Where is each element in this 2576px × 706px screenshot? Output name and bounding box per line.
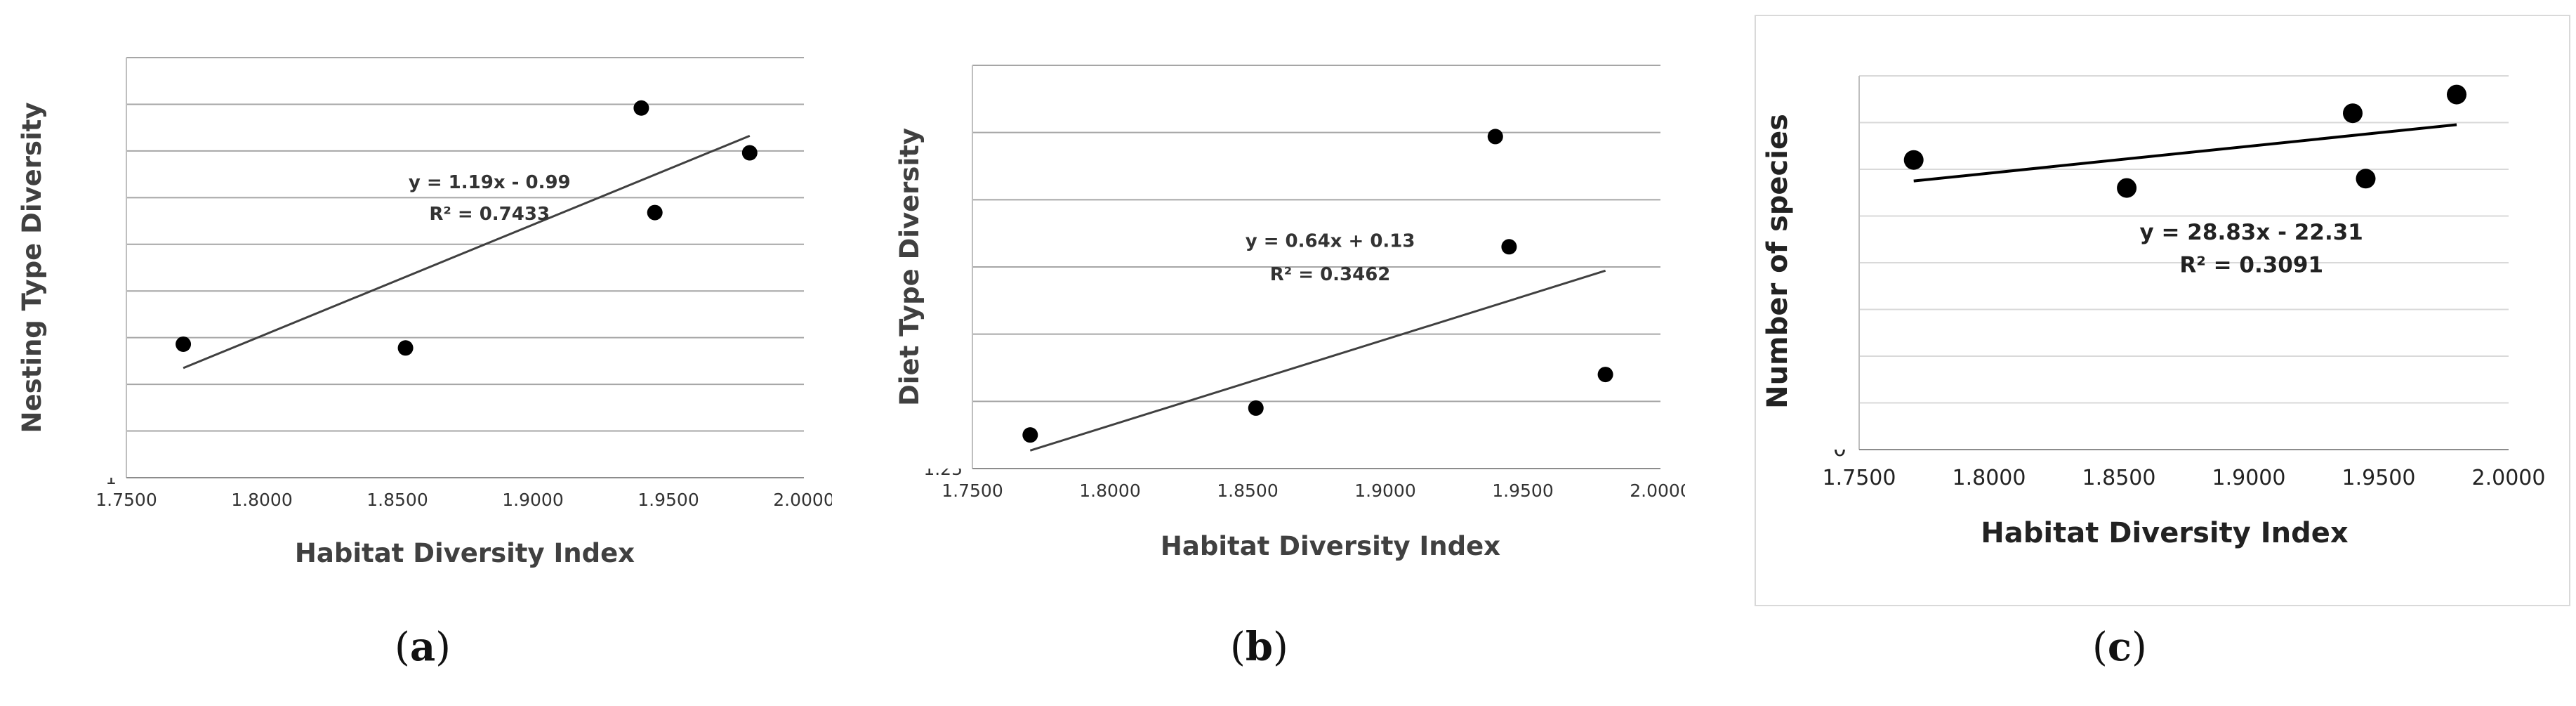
panel-a-r-squared: R² = 0.7433 bbox=[429, 204, 550, 225]
panel-b-trendline bbox=[1029, 269, 1606, 452]
panel-b-data-point bbox=[1248, 400, 1264, 416]
panel-a-data-point bbox=[633, 100, 649, 116]
panel-b-x-tick-label: 1.9000 bbox=[1354, 481, 1415, 501]
panel-a-equation: y = 1.19x - 0.99 bbox=[409, 172, 571, 193]
panel-c-y-axis-label: Number of species bbox=[1762, 114, 1794, 409]
panel-a-data-point bbox=[741, 145, 758, 161]
panel-a-y-tick-label: 1.35 bbox=[77, 141, 117, 162]
panel-b-tick-labels: 1.25 1.3 1.35 1.4 1.45 1.5 1.55 1.7500 1.8000 1.8… bbox=[923, 55, 1691, 501]
panel-c-caption-letter: c bbox=[2108, 624, 2132, 670]
panel-c-y-tick-label: 40 bbox=[1820, 63, 1847, 88]
panel-a-data-point bbox=[176, 336, 192, 352]
panel-a-caption: (a) bbox=[395, 624, 451, 670]
panel-b-data-point bbox=[1501, 239, 1517, 255]
panel-a-x-axis-label: Habitat Diversity Index bbox=[295, 538, 635, 568]
panel-a-x-tick-label: 1.9000 bbox=[502, 490, 563, 510]
panel-a-gridlines bbox=[126, 57, 804, 432]
panel-b-x-tick-label: 1.8500 bbox=[1217, 481, 1278, 501]
panel-b-caption: (b) bbox=[1230, 624, 1288, 670]
panel-c-y-tick-label: 5 bbox=[1833, 391, 1847, 415]
panel-c-x-tick-label: 1.7500 bbox=[1823, 466, 1896, 490]
panel-a-x-tick-label: 1.8000 bbox=[231, 490, 292, 510]
panel-c-y-tick-label: 25 bbox=[1820, 204, 1847, 228]
panel-c-x-tick-label: 2.0000 bbox=[2472, 466, 2546, 490]
panel-c-equation: y = 28.83x - 22.31 bbox=[2140, 220, 2363, 245]
panel-a-y-tick-label: 1.45 bbox=[77, 48, 117, 68]
panel-c-gridlines bbox=[1859, 75, 2509, 404]
panel-c-y-tick-label: 15 bbox=[1820, 297, 1847, 322]
panel-b-x-axis-label: Habitat Diversity Index bbox=[1161, 531, 1500, 561]
panel-a-x-tick-label: 1.7500 bbox=[95, 490, 157, 510]
panel-c-x-tick-label: 1.9500 bbox=[2342, 466, 2416, 490]
panel-c-x-tick-label: 1.8000 bbox=[1953, 466, 2026, 490]
panel-a-y-tick-label: 1.25 bbox=[77, 235, 117, 255]
panel-c-caption: (c) bbox=[2092, 624, 2147, 670]
panel-b-y-tick-label: 1.5 bbox=[934, 123, 963, 143]
panel-b-y-tick-label: 1.55 bbox=[923, 55, 963, 76]
panel-b-data-point bbox=[1597, 367, 1613, 383]
panel-b-x-tick-label: 1.8000 bbox=[1079, 481, 1140, 501]
panel-b-caption-letter: b bbox=[1246, 624, 1273, 670]
panel-b-y-tick-label: 1.4 bbox=[934, 257, 963, 277]
panel-b-y-tick-label: 1.3 bbox=[934, 391, 963, 412]
panel-a-y-tick-label: 1.3 bbox=[88, 188, 117, 208]
panel-a-y-tick-label: 1 bbox=[105, 468, 117, 488]
panel-a-data-point bbox=[647, 204, 663, 221]
panel-c-trendline-group bbox=[1913, 123, 2457, 183]
panel-c-data-point bbox=[2447, 84, 2466, 105]
panel-c-data-point bbox=[2117, 178, 2137, 198]
panel-a-points bbox=[176, 100, 758, 356]
panel-a-x-tick-label: 1.9500 bbox=[638, 490, 699, 510]
panel-b-data-point bbox=[1022, 427, 1038, 443]
panel-c-y-tick-label: 30 bbox=[1820, 157, 1847, 181]
panel-a-y-tick-label: 1.2 bbox=[88, 281, 117, 301]
panel-b-equation: y = 0.64x + 0.13 bbox=[1246, 230, 1415, 251]
panel-c-trendline bbox=[1913, 123, 2457, 183]
panel-b-y-tick-label: 1.35 bbox=[923, 325, 963, 345]
panel-c-data-point bbox=[1903, 150, 1924, 170]
panel-a-y-tick-label: 1.1 bbox=[88, 374, 117, 395]
panel-c-y-tick-label: 35 bbox=[1820, 110, 1847, 135]
panel-a-caption-letter: a bbox=[410, 624, 435, 670]
panel-a-y-tick-label: 1.4 bbox=[88, 94, 117, 115]
panel-a-trendline-group bbox=[183, 134, 751, 370]
panel-c-chart: 0 5 10 15 20 25 30 35 40 1.7500 1.8000 1.8500 1.9000… bbox=[1755, 15, 2570, 670]
panel-a-data-point bbox=[397, 340, 414, 356]
panel-c-x-tick-label: 1.9000 bbox=[2212, 466, 2286, 490]
panel-c-y-tick-label: 0 bbox=[1833, 437, 1847, 462]
panel-b-points bbox=[1022, 129, 1613, 443]
panel-c-x-axis-label: Habitat Diversity Index bbox=[1981, 517, 2349, 549]
panel-a-x-tick-label: 2.0000 bbox=[773, 490, 834, 510]
panel-a-tick-labels: 1 1.05 1.1 1.15 1.2 1.25 1.3 1.35 1.4 1.45 1.7500 1… bbox=[77, 48, 834, 510]
panel-b-x-tick-label: 1.7500 bbox=[942, 481, 1003, 501]
panel-b-trendline-group bbox=[1029, 269, 1606, 452]
panel-c-y-tick-label: 20 bbox=[1820, 250, 1847, 275]
panel-b-y-axis-label: Diet Type Diversity bbox=[894, 128, 925, 406]
panel-a-chart: 1 1.05 1.1 1.15 1.2 1.25 1.3 1.35 1.4 1.45 1.7500 1… bbox=[17, 48, 834, 670]
panel-a-trendline bbox=[183, 134, 751, 370]
panel-b-chart: 1.25 1.3 1.35 1.4 1.45 1.5 1.55 1.7500 1.8000 1.8… bbox=[894, 55, 1691, 670]
panel-c-points bbox=[1903, 84, 2466, 198]
panel-b-x-tick-label: 1.9500 bbox=[1492, 481, 1553, 501]
panel-b-x-tick-label: 2.0000 bbox=[1630, 481, 1691, 501]
panel-a-y-tick-label: 1.05 bbox=[77, 421, 117, 442]
panel-b-r-squared: R² = 0.3462 bbox=[1270, 264, 1391, 285]
panel-a-y-axis-label: Nesting Type Diversity bbox=[17, 103, 47, 433]
panel-a-y-tick-label: 1.15 bbox=[77, 328, 117, 348]
panel-b-y-tick-label: 1.25 bbox=[923, 459, 963, 479]
panel-b-gridlines bbox=[972, 65, 1660, 403]
panel-a-x-tick-label: 1.8500 bbox=[366, 490, 428, 510]
panel-c-x-tick-label: 1.8500 bbox=[2082, 466, 2156, 490]
panel-c-data-point bbox=[2343, 103, 2363, 124]
panel-b-data-point bbox=[1487, 129, 1503, 145]
panel-c-tick-labels: 0 5 10 15 20 25 30 35 40 1.7500 1.8000 1.8500 1.9000… bbox=[1820, 63, 2546, 490]
panel-b-y-tick-label: 1.45 bbox=[923, 190, 963, 210]
panel-c-data-point bbox=[2356, 169, 2376, 189]
panel-c-chart-border bbox=[1755, 15, 2570, 606]
panel-c-y-tick-label: 10 bbox=[1820, 344, 1847, 368]
panel-c-r-squared: R² = 0.3091 bbox=[2179, 252, 2323, 277]
